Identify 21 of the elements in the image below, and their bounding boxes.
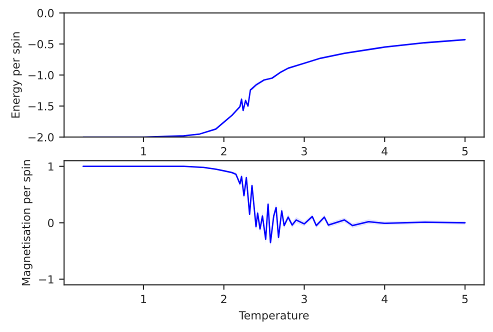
y-tick-label: 0.0 [37, 8, 54, 18]
x-tick-label: 5 [462, 294, 468, 304]
y-tick-label: −1.5 [28, 102, 54, 110]
x-tick-label: 5 [462, 147, 468, 156]
y-tick-label: −1 [39, 275, 54, 284]
x-tick-label: 2 [221, 294, 226, 304]
y-axis-title: Energy per spin [11, 32, 22, 118]
x-tick-label: 3 [302, 147, 307, 156]
y-tick-label: −1.0 [28, 71, 54, 80]
y-tick-label: 1 [48, 162, 54, 171]
x-tick-label: 2 [221, 147, 226, 156]
x-axis-title: Temperature [238, 311, 309, 322]
x-tick-label: 4 [382, 147, 388, 156]
y-tick-label: 0 [48, 218, 54, 228]
y-tick-label: −0.5 [28, 40, 54, 48]
x-tick-label: 1 [141, 294, 146, 304]
x-tick-label: 4 [382, 294, 388, 304]
x-tick-label: 3 [302, 294, 307, 304]
y-tick-label: −2.0 [28, 133, 54, 142]
y-axis-title: Magnetisation per spin [22, 160, 32, 286]
x-tick-label: 1 [141, 147, 146, 156]
